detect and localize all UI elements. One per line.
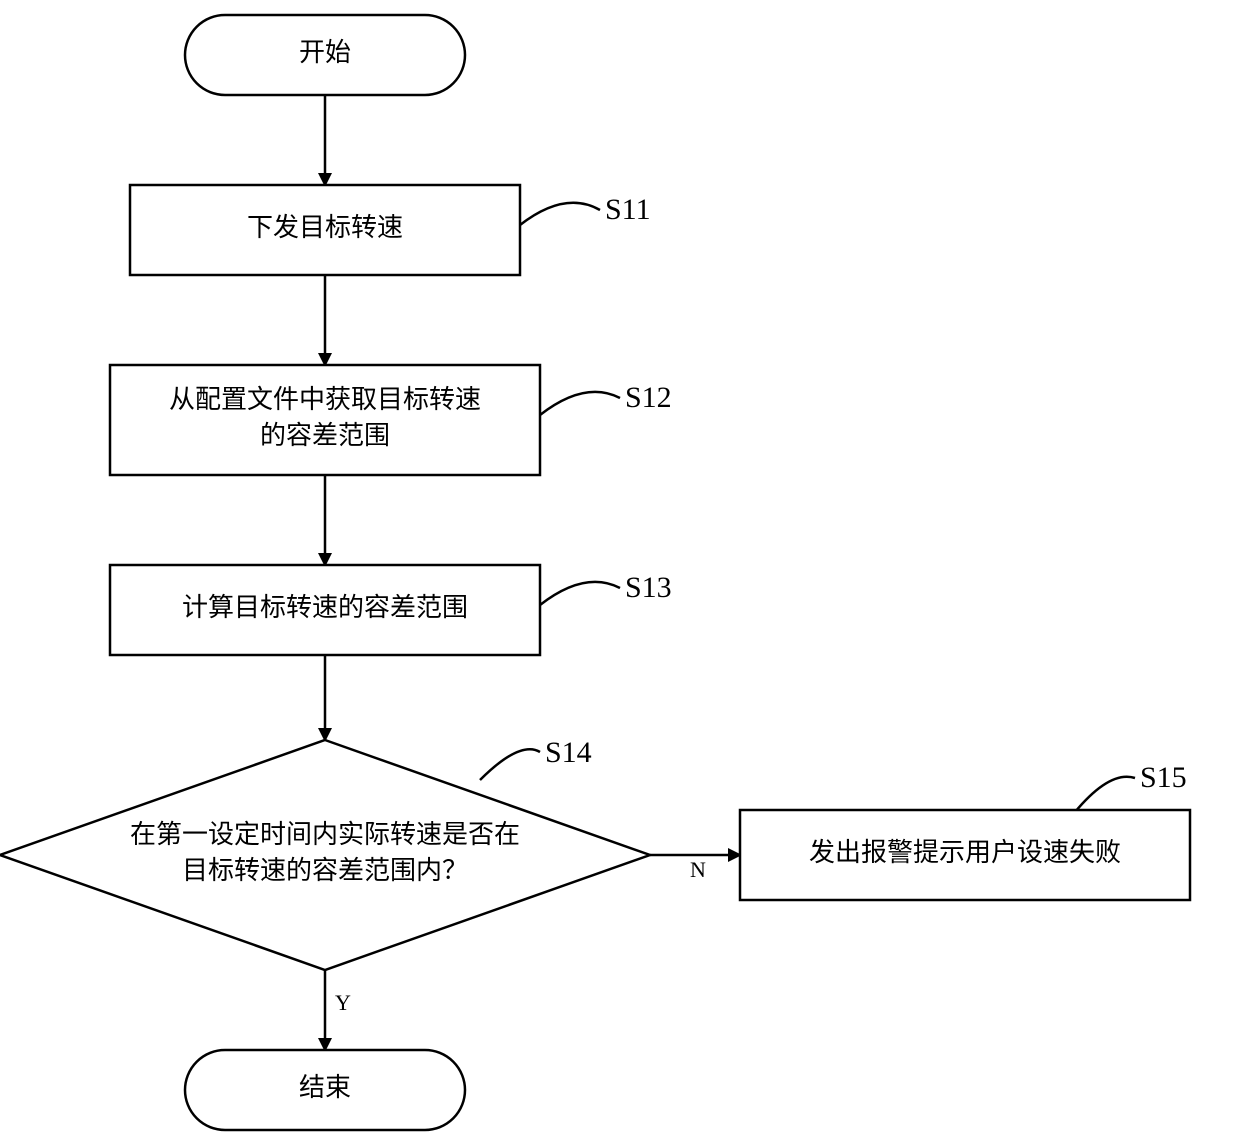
node-text-end-l0: 结束	[299, 1073, 351, 1102]
label-connector-s11	[520, 203, 600, 225]
node-text-s11-l0: 下发目标转速	[247, 213, 403, 242]
step-label-s13: S13	[625, 571, 672, 604]
step-label-s14: S14	[545, 736, 592, 769]
step-label-s11: S11	[605, 193, 651, 226]
node-start: 开始	[185, 15, 465, 95]
node-text-s12-l1: 的容差范围	[260, 421, 390, 450]
label-connector-s12	[540, 392, 620, 415]
node-text-s13-l0: 计算目标转速的容差范围	[182, 593, 468, 622]
step-label-s15: S15	[1140, 761, 1187, 794]
node-text-s12-l0: 从配置文件中获取目标转速	[169, 385, 481, 414]
node-end: 结束	[185, 1050, 465, 1130]
label-connector-decision	[480, 749, 540, 780]
step-label-s12: S12	[625, 381, 672, 414]
node-s12: 从配置文件中获取目标转速的容差范围	[110, 365, 540, 475]
node-text-decision-l0: 在第一设定时间内实际转速是否在	[130, 820, 520, 849]
label-connector-s13	[540, 582, 620, 605]
edge-label-n: N	[690, 857, 706, 882]
node-text-decision-l1: 目标转速的容差范围内？	[182, 856, 468, 885]
node-s13: 计算目标转速的容差范围	[110, 565, 540, 655]
node-s11: 下发目标转速	[130, 185, 520, 275]
label-connector-s15	[1075, 777, 1135, 812]
node-s15: 发出报警提示用户设速失败	[740, 810, 1190, 900]
flowchart-diagram: Y N 开始下发目标转速 S11 从配置文件中获取目标转速的容差范围 S12 计算目标转速的…	[0, 0, 1240, 1147]
node-decision: 在第一设定时间内实际转速是否在目标转速的容差范围内？	[0, 740, 650, 970]
edge-label-y: Y	[335, 990, 351, 1015]
node-text-start-l0: 开始	[299, 38, 351, 67]
node-text-s15-l0: 发出报警提示用户设速失败	[809, 838, 1121, 867]
